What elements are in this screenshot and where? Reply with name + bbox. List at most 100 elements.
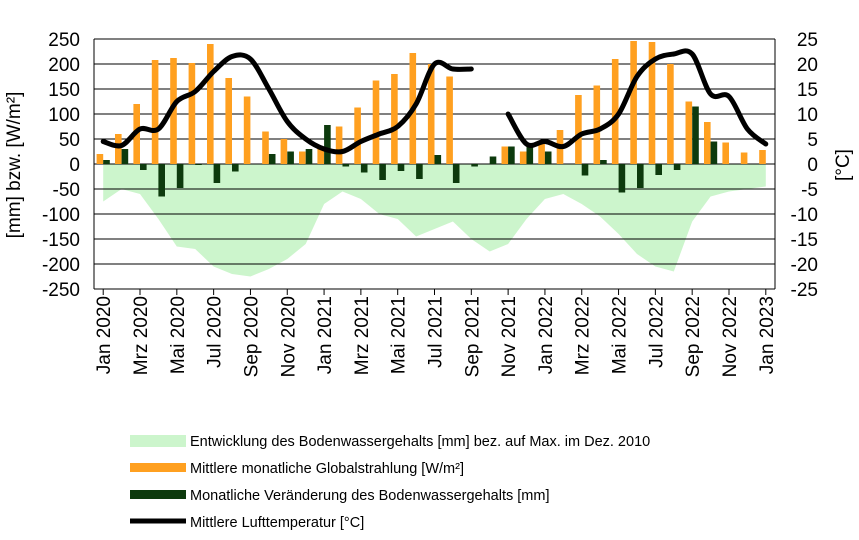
left-tick-label-10: -250: [42, 280, 80, 301]
legend-item-soil-water-change: Monatliche Veränderung des Bodenwasserge…: [130, 488, 549, 504]
soil-water-change-bar-2022-09: [692, 106, 699, 164]
x-tick-label-3: Jul 2020: [205, 296, 226, 368]
soil-water-change-bar-2020-05: [176, 164, 184, 188]
x-tick-label-16: Sep 2022: [683, 296, 704, 377]
radiation-bar-2020-08: [225, 78, 232, 164]
right-tick-label-7: -10: [791, 205, 818, 226]
radiation-bar-2022-05: [611, 59, 619, 164]
right-tick-label-2: 15: [797, 80, 818, 101]
radiation-bar-2022-01: [538, 143, 545, 164]
x-tick-label-0: Jan 2020: [94, 296, 115, 374]
x-tick-label-17: Nov 2022: [720, 296, 741, 377]
soil-water-change-bar-2022-07: [655, 164, 662, 175]
soil-water-change-bar-2021-09: [471, 164, 478, 167]
soil-water-change-bar-2021-12: [526, 146, 534, 164]
radiation-bar-2021-12: [519, 151, 527, 164]
radiation-bar-2022-09: [685, 101, 693, 164]
x-tick-label-15: Jul 2022: [646, 296, 667, 368]
x-tick-label-13: Mrz 2022: [573, 296, 594, 375]
left-tick-label-0: 250: [48, 30, 80, 51]
x-tick-label-11: Nov 2021: [499, 296, 520, 377]
soil-water-change-bar-2021-08: [452, 164, 460, 183]
x-tick-label-9: Jul 2021: [426, 296, 447, 368]
soil-water-change-bar-2020-03: [140, 164, 147, 170]
x-tick-label-12: Jan 2022: [536, 296, 557, 374]
left-tick-label-6: -50: [53, 180, 80, 201]
x-tick-label-8: Mai 2021: [389, 296, 410, 374]
soil-water-change-bar-2021-04: [379, 164, 386, 180]
soil-water-change-bar-2021-11: [508, 146, 515, 164]
soil-water-change-bar-2022-10: [710, 141, 718, 164]
x-tick-label-2: Mai 2020: [168, 296, 189, 374]
x-tick-label-7: Mrz 2021: [352, 296, 373, 375]
left-tick-label-3: 100: [48, 105, 80, 126]
right-tick-label-1: 20: [797, 55, 818, 76]
radiation-bar-2021-07: [427, 64, 435, 164]
radiation-bar-2022-03: [575, 95, 582, 164]
right-tick-label-9: -20: [791, 255, 818, 276]
radiation-bar-2022-11: [722, 142, 729, 164]
x-tick-label-14: Mai 2022: [610, 296, 631, 374]
soil-water-change-bar-2021-05: [397, 164, 405, 171]
soil-water-change-bar-2022-03: [581, 164, 589, 176]
left-tick-label-1: 200: [48, 55, 80, 76]
radiation-bar-2021-11: [501, 146, 509, 164]
right-tick-label-4: 5: [807, 130, 818, 151]
radiation-bar-2022-07: [648, 42, 656, 164]
radiation-bar-2020-06: [188, 63, 196, 164]
left-tick-label-7: -100: [42, 205, 80, 226]
legend-label-soil-water: Entwicklung des Bodenwassergehalts [mm] …: [190, 434, 650, 450]
legend-label-temperature: Mittlere Lufttemperatur [°C]: [190, 515, 364, 531]
x-tick-label-10: Sep 2021: [462, 296, 483, 377]
right-tick-label-3: 10: [797, 105, 818, 126]
right-tick-label-8: -15: [791, 230, 818, 251]
legend-swatch-radiation: [130, 463, 186, 472]
radiation-bar-2020-07: [207, 44, 214, 164]
soil-water-change-bar-2021-01: [324, 125, 331, 164]
radiation-bar-2020-10: [262, 131, 269, 164]
radiation-bar-2020-01: [96, 154, 104, 164]
radiation-bar-2021-08: [446, 76, 453, 164]
soil-water-change-bar-2022-04: [600, 160, 607, 164]
radiation-bar-2020-11: [280, 139, 288, 164]
right-axis-label: [°C]: [833, 149, 854, 181]
radiation-bar-2020-05: [170, 58, 177, 164]
right-tick-label-0: 25: [797, 30, 818, 51]
radiation-bar-2021-03: [354, 107, 361, 164]
soil-water-change-bar-2020-12: [305, 149, 313, 164]
legend-label-soil-water-change: Monatliche Veränderung des Bodenwasserge…: [190, 488, 549, 504]
left-tick-label-5: 0: [69, 155, 80, 176]
soil-water-change-bar-2020-10: [268, 154, 276, 164]
left-tick-label-4: 50: [59, 130, 80, 151]
left-tick-label-8: -150: [42, 230, 80, 251]
left-axis-label: [mm] bzw. [W/m²]: [4, 92, 25, 239]
soil-water-change-bar-2021-07: [434, 155, 442, 164]
temperature-line-layer: [100, 48, 769, 155]
radiation-bar-2022-06: [630, 41, 637, 164]
soil-water-change-bar-2021-06: [416, 164, 423, 179]
legend-swatch-soil-water-change: [130, 490, 186, 499]
legend-label-radiation: Mittlere monatliche Globalstrahlung [W/m…: [190, 461, 464, 477]
left-tick-label-9: -200: [42, 255, 80, 276]
radiation-bar-2020-12: [299, 151, 306, 164]
radiation-bar-2023-01: [759, 150, 766, 164]
soil-water-change-bar-2020-06: [195, 164, 202, 165]
soil-water-change-bar-2022-01: [544, 151, 552, 164]
radiation-bar-2020-09: [243, 96, 251, 164]
soil-water-change-bar-2021-03: [360, 164, 368, 173]
radiation-bar-2022-10: [704, 122, 711, 164]
right-tick-label-6: -5: [801, 180, 818, 201]
legend-item-soil-water: Entwicklung des Bodenwassergehalts [mm] …: [130, 434, 650, 450]
radiation-bar-2020-04: [151, 60, 159, 164]
bar-layer: [96, 41, 766, 197]
soil-water-change-bar-2020-01: [103, 160, 110, 164]
x-tick-label-18: Jan 2023: [757, 296, 778, 374]
legend-item-radiation: Mittlere monatliche Globalstrahlung [W/m…: [130, 461, 464, 477]
legend-item-temperature: Mittlere Lufttemperatur [°C]: [130, 515, 364, 531]
left-tick-label-2: 150: [48, 80, 80, 101]
radiation-bar-2022-04: [593, 85, 601, 164]
soil-water-change-bar-2021-10: [489, 156, 497, 164]
soil-water-area: [103, 164, 766, 277]
temperature-line-segment-0: [100, 52, 474, 155]
soil-water-change-bar-2021-02: [342, 164, 350, 167]
